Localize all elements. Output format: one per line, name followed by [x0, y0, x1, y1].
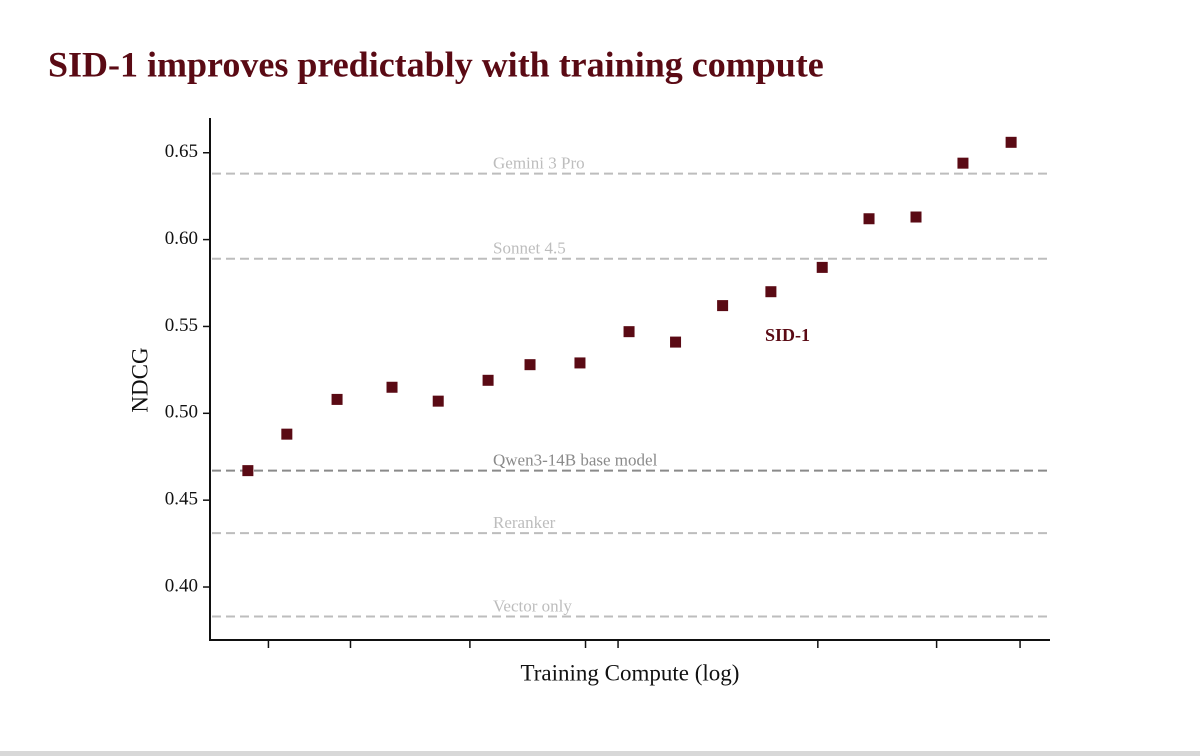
y-tick-label: 0.55 [165, 315, 198, 336]
y-tick-label: 0.50 [165, 402, 198, 423]
point [910, 211, 922, 223]
series-label: SID-1 [765, 325, 810, 345]
reference-label: Reranker [493, 513, 556, 532]
reference-label: Vector only [493, 596, 572, 615]
point [482, 374, 494, 386]
point [863, 213, 875, 225]
point [670, 336, 682, 348]
point [331, 393, 343, 405]
point [524, 359, 536, 371]
chart-title: SID-1 improves predictably with training… [48, 44, 824, 84]
reference-label: Qwen3-14B base model [493, 451, 658, 470]
point [281, 428, 293, 440]
x-axis-label: Training Compute (log) [521, 660, 740, 685]
point [623, 326, 635, 338]
bottom-border [0, 751, 1200, 756]
y-tick-label: 0.65 [165, 141, 198, 162]
reference-label: Gemini 3 Pro [493, 153, 585, 172]
point [574, 357, 586, 369]
y-axis-label: NDCG [127, 347, 152, 412]
point [765, 286, 777, 298]
y-tick-label: 0.45 [165, 489, 198, 510]
point [242, 465, 254, 477]
point [717, 300, 729, 312]
point [432, 395, 444, 407]
point [1005, 136, 1017, 148]
point [386, 381, 398, 393]
y-tick-label: 0.40 [165, 575, 198, 596]
reference-label: Sonnet 4.5 [493, 239, 566, 258]
point [957, 157, 969, 169]
point [816, 261, 828, 273]
y-tick-label: 0.60 [165, 228, 198, 249]
